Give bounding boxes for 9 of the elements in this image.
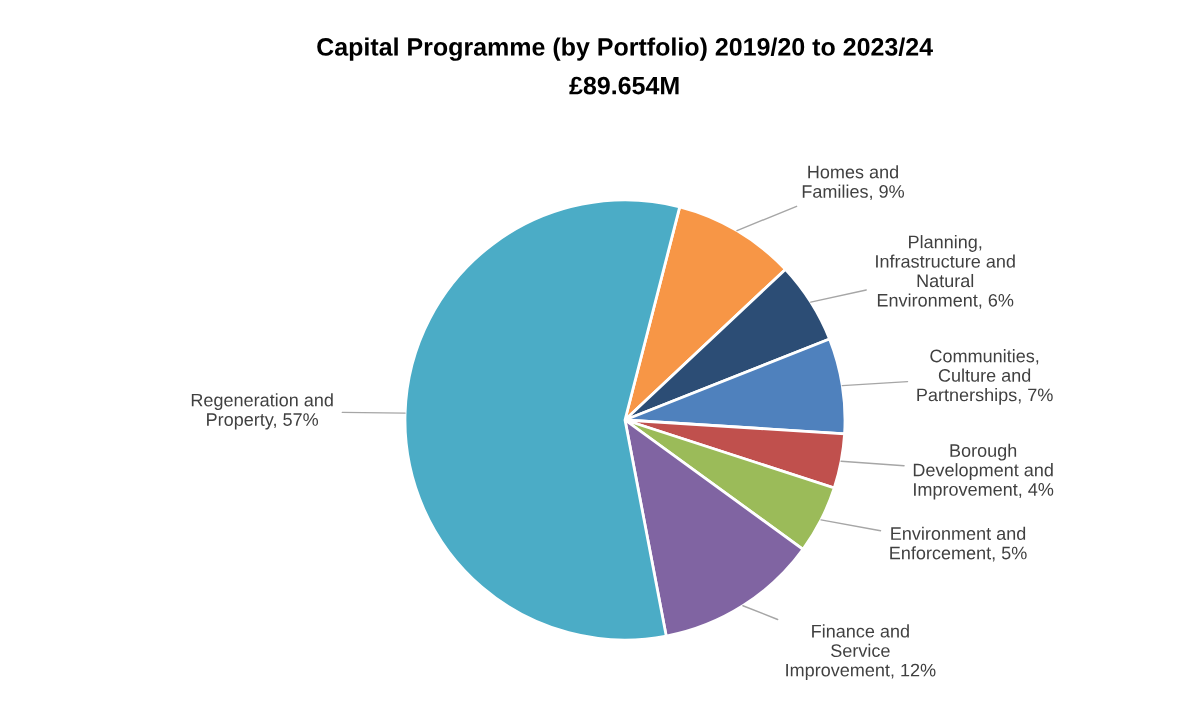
slice-label: Homes and Families, 9% xyxy=(802,165,905,200)
chart-subtitle: £89.654M xyxy=(569,76,679,95)
slice-label: Communities, Culture and Partnerships, 7% xyxy=(917,349,1053,405)
slice-label: Environment and Enforcement, 5% xyxy=(890,526,1027,562)
slice-label: Finance and Service Improvement, 12% xyxy=(786,624,936,681)
slice-label: Planning, Infrastructure and Natural Environment, 6% xyxy=(876,235,1015,309)
slice-label: Regeneration and Property, 57% xyxy=(191,393,333,430)
chart-title: Capital Programme (by Portfolio) 2019/20 to 2023/24 xyxy=(317,37,933,61)
slice-label: Borough Development and Improvement, 4% xyxy=(913,443,1054,500)
